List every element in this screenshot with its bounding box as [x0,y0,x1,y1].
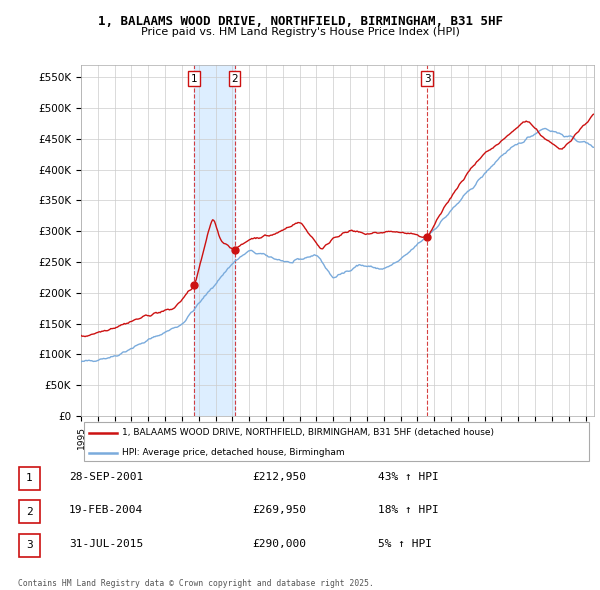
Text: 19-FEB-2004: 19-FEB-2004 [69,506,143,515]
Text: HPI: Average price, detached house, Birmingham: HPI: Average price, detached house, Birm… [122,448,344,457]
Text: 2: 2 [231,74,238,84]
Text: £290,000: £290,000 [252,539,306,549]
Text: 1: 1 [26,473,33,483]
Text: 28-SEP-2001: 28-SEP-2001 [69,472,143,481]
Text: 1, BALAAMS WOOD DRIVE, NORTHFIELD, BIRMINGHAM, B31 5HF (detached house): 1, BALAAMS WOOD DRIVE, NORTHFIELD, BIRMI… [122,428,494,437]
Text: £269,950: £269,950 [252,506,306,515]
Text: 3: 3 [424,74,430,84]
Text: 1, BALAAMS WOOD DRIVE, NORTHFIELD, BIRMINGHAM, B31 5HF: 1, BALAAMS WOOD DRIVE, NORTHFIELD, BIRMI… [97,15,503,28]
Text: 18% ↑ HPI: 18% ↑ HPI [378,506,439,515]
Text: 1: 1 [191,74,197,84]
Text: £212,950: £212,950 [252,472,306,481]
Text: Contains HM Land Registry data © Crown copyright and database right 2025.
This d: Contains HM Land Registry data © Crown c… [18,579,374,590]
Text: 43% ↑ HPI: 43% ↑ HPI [378,472,439,481]
Text: Price paid vs. HM Land Registry's House Price Index (HPI): Price paid vs. HM Land Registry's House … [140,27,460,37]
FancyBboxPatch shape [19,500,40,523]
Text: 2: 2 [26,507,33,517]
Text: 31-JUL-2015: 31-JUL-2015 [69,539,143,549]
Text: 3: 3 [26,540,33,550]
FancyBboxPatch shape [19,534,40,557]
FancyBboxPatch shape [83,422,589,461]
Text: 5% ↑ HPI: 5% ↑ HPI [378,539,432,549]
FancyBboxPatch shape [19,467,40,490]
Bar [194,65,235,416]
